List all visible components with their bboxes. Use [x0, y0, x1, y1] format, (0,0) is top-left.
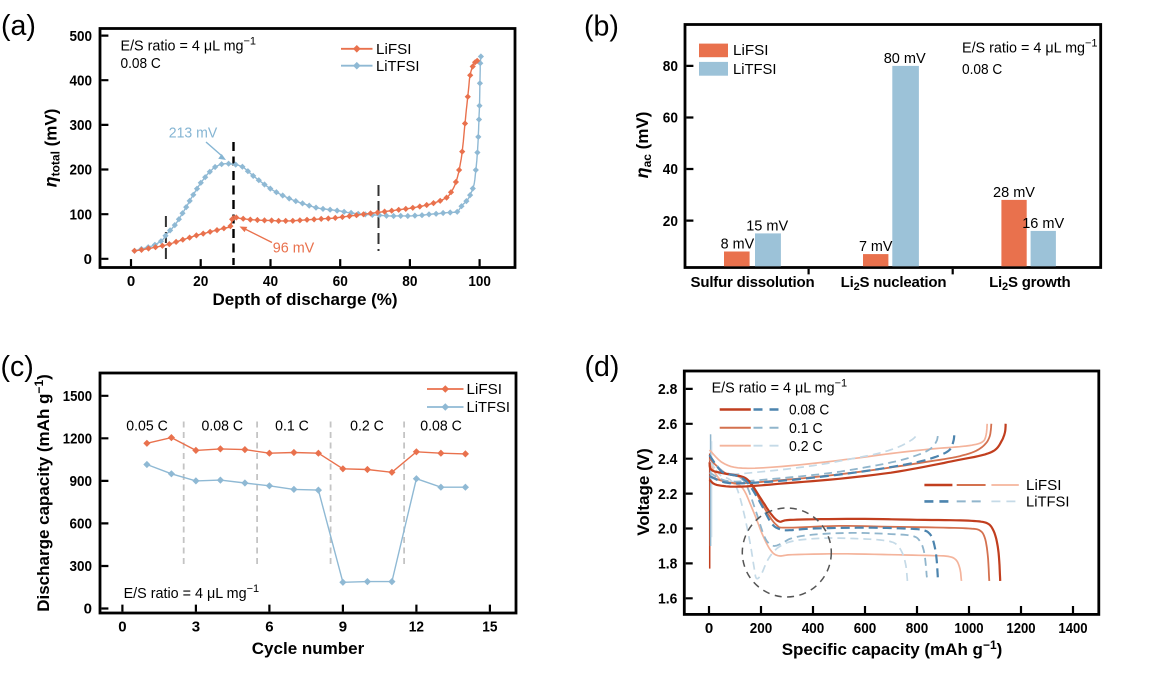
svg-text:500: 500 — [70, 28, 93, 45]
svg-text:8 mV: 8 mV — [721, 235, 755, 252]
svg-text:0.1 C: 0.1 C — [275, 418, 309, 435]
svg-text:LiTFSI: LiTFSI — [376, 58, 420, 75]
svg-text:LiFSI: LiFSI — [733, 42, 769, 59]
svg-text:Depth of discharge (%): Depth of discharge (%) — [212, 290, 397, 309]
svg-text:0.08 C: 0.08 C — [420, 418, 462, 435]
svg-text:2.0: 2.0 — [658, 521, 677, 538]
svg-text:0.2 C: 0.2 C — [789, 438, 823, 455]
svg-text:2.6: 2.6 — [658, 416, 677, 433]
svg-text:1200: 1200 — [1006, 620, 1035, 637]
svg-text:2.4: 2.4 — [658, 451, 678, 468]
svg-text:400: 400 — [70, 72, 93, 89]
svg-text:100: 100 — [468, 273, 491, 290]
svg-text:ηac (mV): ηac (mV) — [632, 112, 654, 179]
svg-text:0: 0 — [705, 620, 713, 637]
svg-text:E/S ratio = 4 μL mg−1: E/S ratio = 4 μL mg−1 — [124, 583, 260, 602]
svg-text:LiFSI: LiFSI — [467, 381, 503, 398]
svg-text:0.08 C: 0.08 C — [202, 418, 244, 435]
svg-text:1.8: 1.8 — [658, 556, 677, 573]
svg-text:20: 20 — [193, 273, 208, 290]
svg-text:Sulfur dissolution: Sulfur dissolution — [691, 274, 815, 291]
svg-text:Cycle number: Cycle number — [252, 639, 365, 658]
svg-text:6: 6 — [265, 619, 273, 636]
svg-text:0: 0 — [84, 601, 92, 618]
svg-text:0.08 C: 0.08 C — [962, 61, 1002, 78]
svg-text:0.1 C: 0.1 C — [789, 420, 823, 437]
svg-text:300: 300 — [70, 117, 93, 134]
svg-text:100: 100 — [70, 206, 93, 223]
svg-text:7 mV: 7 mV — [859, 238, 893, 255]
svg-text:800: 800 — [906, 620, 929, 637]
svg-text:3: 3 — [192, 619, 200, 636]
svg-text:LiFSI: LiFSI — [376, 41, 412, 58]
svg-text:12: 12 — [409, 619, 424, 636]
svg-text:2.2: 2.2 — [658, 486, 677, 503]
svg-text:ηtotal (mV): ηtotal (mV) — [41, 109, 63, 188]
svg-text:LiFSI: LiFSI — [1026, 477, 1062, 494]
svg-text:400: 400 — [802, 620, 825, 637]
svg-text:15 mV: 15 mV — [746, 217, 788, 234]
svg-text:2.8: 2.8 — [658, 381, 677, 398]
svg-text:15: 15 — [482, 619, 497, 636]
svg-text:28 mV: 28 mV — [993, 184, 1035, 201]
svg-text:200: 200 — [70, 162, 93, 179]
svg-text:20: 20 — [663, 213, 678, 230]
svg-text:60: 60 — [333, 273, 348, 290]
svg-text:1.6: 1.6 — [658, 591, 677, 608]
svg-text:600: 600 — [70, 516, 93, 533]
svg-text:0.08 C: 0.08 C — [121, 55, 161, 72]
svg-text:LiTFSI: LiTFSI — [733, 61, 777, 78]
svg-text:Li2S growth: Li2S growth — [989, 274, 1070, 293]
svg-text:0: 0 — [118, 619, 126, 636]
svg-text:E/S ratio = 4 μL mg−1: E/S ratio = 4 μL mg−1 — [712, 378, 848, 397]
svg-text:0: 0 — [84, 251, 92, 268]
svg-text:LiTFSI: LiTFSI — [1026, 494, 1070, 511]
svg-text:(c): (c) — [1, 351, 34, 383]
svg-text:1000: 1000 — [954, 620, 983, 637]
svg-text:80 mV: 80 mV — [884, 50, 926, 67]
svg-text:0: 0 — [127, 273, 135, 290]
svg-text:Discharge capacity (mAh g−1): Discharge capacity (mAh g−1) — [32, 374, 53, 612]
svg-text:900: 900 — [70, 473, 93, 490]
svg-text:600: 600 — [854, 620, 877, 637]
svg-text:(d): (d) — [585, 351, 620, 383]
svg-text:1400: 1400 — [1058, 620, 1087, 637]
svg-text:(a): (a) — [1, 10, 36, 42]
svg-text:Li2S nucleation: Li2S nucleation — [841, 274, 947, 293]
svg-text:40: 40 — [663, 161, 678, 178]
svg-text:60: 60 — [663, 110, 678, 127]
svg-text:E/S ratio = 4 μL mg−1: E/S ratio = 4 μL mg−1 — [962, 38, 1098, 57]
svg-text:Voltage (V): Voltage (V) — [634, 448, 653, 536]
svg-text:1500: 1500 — [63, 388, 92, 405]
svg-text:200: 200 — [750, 620, 773, 637]
svg-text:0.2 C: 0.2 C — [350, 418, 384, 435]
svg-text:40: 40 — [263, 273, 278, 290]
svg-text:E/S ratio = 4 μL mg−1: E/S ratio = 4 μL mg−1 — [121, 36, 257, 55]
svg-text:80: 80 — [402, 273, 417, 290]
svg-text:LiTFSI: LiTFSI — [467, 399, 511, 416]
svg-text:16 mV: 16 mV — [1022, 215, 1064, 232]
svg-text:9: 9 — [339, 619, 347, 636]
svg-text:0.05 C: 0.05 C — [126, 418, 168, 435]
svg-text:Specific capacity (mAh g−1): Specific capacity (mAh g−1) — [782, 638, 1003, 659]
svg-text:(b): (b) — [584, 11, 619, 43]
svg-text:0.08 C: 0.08 C — [789, 402, 829, 419]
svg-text:80: 80 — [663, 58, 678, 75]
svg-text:213 mV: 213 mV — [169, 125, 218, 142]
svg-text:300: 300 — [70, 558, 93, 575]
svg-text:1200: 1200 — [63, 431, 92, 448]
svg-text:96 mV: 96 mV — [273, 240, 315, 257]
